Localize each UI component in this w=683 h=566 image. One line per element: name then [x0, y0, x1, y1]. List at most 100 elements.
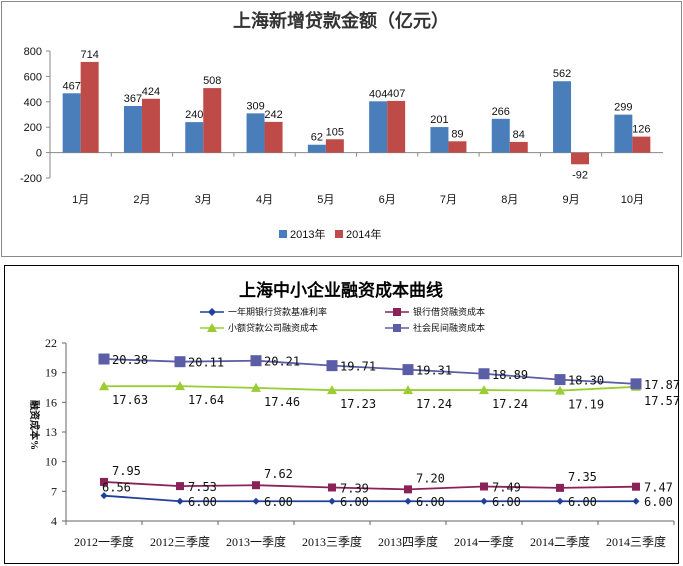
bar-2014年-3月: [203, 88, 222, 153]
legend-label-2014: 2014年: [346, 227, 381, 241]
series-line-社会民间融资成本: [103, 358, 637, 385]
data-label-小额贷款公司融资成本: 17.64: [188, 393, 224, 407]
chart1-x-ticks: 1月 2月 3月 4月 5月 6月 7月 8月 9月 10月: [72, 194, 644, 206]
chart1-title: 上海新增贷款金额（亿元）: [233, 10, 449, 31]
data-label-2014年-4月: 242: [264, 109, 282, 121]
chart1-x-tick-label: 5月: [317, 194, 334, 206]
marker-一年期银行贷款基准利率: [100, 492, 108, 500]
chart2-y-tick-label: 13: [45, 425, 57, 439]
marker-一年期银行贷款基准利率: [480, 497, 488, 505]
marker-社会民间融资成本: [402, 364, 414, 376]
chart1-y-tick-label: 400: [24, 97, 42, 109]
data-label-一年期银行贷款基准利率: 6.00: [188, 495, 217, 509]
chart2-x-tick-label: 2014三季度: [606, 534, 666, 549]
data-label-一年期银行贷款基准利率: 6.56: [102, 481, 131, 495]
bar-2013年-2月: [123, 105, 142, 153]
chart1-x-tick-label: 3月: [195, 194, 212, 206]
bar-2013年-7月: [430, 127, 449, 153]
data-label-一年期银行贷款基准利率: 6.00: [340, 495, 369, 509]
marker-小额贷款公司融资成本: [555, 385, 565, 395]
data-label-社会民间融资成本: 17.87: [644, 378, 680, 392]
data-label-一年期银行贷款基准利率: 6.00: [644, 495, 673, 509]
chart2-y-ticks: 22 19 16 13 10 7 4: [45, 336, 57, 528]
legend-label-2013: 2013年: [290, 227, 325, 241]
data-label-2014年-1月: 714: [80, 49, 98, 61]
chart1-x-tick-label: 7月: [440, 194, 457, 206]
bar-2014年-7月: [448, 141, 467, 153]
chart2-legend: 一年期银行贷款基准利率 银行借贷融资成本 小额贷款公司融资成本 社会民间融资成本: [200, 306, 485, 333]
data-label-2013年-9月: 562: [553, 68, 571, 80]
marker-小额贷款公司融资成本: [251, 382, 261, 392]
data-label-银行借贷融资成本: 7.39: [340, 481, 369, 495]
data-label-银行借贷融资成本: 7.20: [416, 471, 445, 485]
legend-marker-microloan-cost: [207, 323, 217, 332]
data-label-2013年-10月: 299: [614, 102, 632, 114]
marker-银行借贷融资成本: [632, 482, 640, 491]
data-label-社会民间融资成本: 20.38: [112, 353, 148, 367]
chart2-x-ticks: 2012一季度 2012三季度 2013一季度 2013三季度 2013四季度 2014一…: [74, 534, 666, 549]
bar-2013年-9月: [553, 81, 572, 153]
data-label-银行借贷融资成本: 7.35: [568, 470, 597, 484]
bar-2014年-1月: [80, 61, 99, 153]
data-label-2014年-6月: 407: [387, 88, 405, 100]
series-line-一年期银行贷款基准利率: [103, 494, 636, 503]
chart2-frame: [4, 265, 679, 564]
data-label-小额贷款公司融资成本: 17.46: [264, 395, 300, 409]
chart2-title: 上海中小企业融资成本曲线: [239, 280, 443, 300]
bar-2013年-4月: [246, 113, 265, 153]
chart2-y-tick-label: 7: [51, 484, 57, 498]
chart2-x-tick-label: 2012一季度: [74, 534, 134, 549]
chart2-x-tick-label: 2013三季度: [302, 534, 362, 549]
chart2-x-tick-label: 2014二季度: [530, 534, 590, 549]
data-label-银行借贷融资成本: 7.95: [112, 464, 141, 478]
data-label-银行借贷融资成本: 7.47: [644, 481, 673, 495]
data-label-社会民间融资成本: 18.30: [568, 374, 604, 388]
marker-银行借贷融资成本: [176, 482, 184, 491]
bar-2014年-9月: [571, 152, 590, 165]
data-label-社会民间融资成本: 20.11: [188, 356, 224, 370]
chart2-y-tick-label: 10: [45, 455, 57, 469]
data-label-2013年-8月: 266: [492, 106, 510, 118]
legend-label-bank-cost: 银行借贷融资成本: [413, 306, 485, 317]
chart1-legend: 2013年 2014年: [279, 227, 381, 241]
marker-小额贷款公司融资成本: [99, 381, 109, 391]
chart2-x-tick-label: 2012三季度: [150, 534, 210, 549]
data-label-银行借贷融资成本: 7.49: [492, 480, 521, 494]
marker-银行借贷融资成本: [100, 477, 108, 486]
data-label-2014年-7月: 89: [451, 128, 463, 140]
data-label-2014年-8月: 84: [513, 129, 525, 141]
chart2-y-tick-label: 16: [45, 395, 57, 409]
marker-社会民间融资成本: [554, 374, 566, 386]
legend-marker-bank-cost: [393, 308, 401, 316]
data-label-小额贷款公司融资成本: 17.24: [416, 397, 452, 411]
data-label-小额贷款公司融资成本: 17.23: [340, 397, 376, 411]
marker-银行借贷融资成本: [556, 483, 564, 492]
chart2-axes: [62, 342, 675, 525]
data-label-2014年-2月: 424: [142, 86, 160, 98]
chart1-y-tick-label: 200: [24, 122, 42, 134]
data-label-2014年-3月: 508: [203, 75, 221, 87]
marker-小额贷款公司融资成本: [479, 385, 489, 395]
marker-社会民间融资成本: [630, 378, 642, 390]
bar-2013年-5月: [307, 144, 326, 153]
chart1-y-tick-label: 800: [24, 46, 42, 58]
legend-label-base-rate: 一年期银行贷款基准利率: [228, 306, 327, 317]
chart2-x-tick-label: 2013一季度: [226, 534, 286, 549]
chart2-data-labels: 6.56 6.00 6.00 6.00 6.00 6.00 6.00 6.00 7.95 7.53…: [102, 353, 680, 509]
data-label-社会民间融资成本: 18.89: [492, 368, 528, 382]
data-label-银行借贷融资成本: 7.62: [264, 467, 293, 481]
legend-swatch-2014: [335, 230, 343, 238]
data-label-一年期银行贷款基准利率: 6.00: [264, 495, 293, 509]
chart1-y-ticks: 800 600 400 200 0 -200: [20, 46, 42, 185]
bar-2014年-2月: [141, 98, 160, 153]
data-label-一年期银行贷款基准利率: 6.00: [416, 495, 445, 509]
marker-一年期银行贷款基准利率: [328, 497, 336, 505]
chart1-x-tick-label: 9月: [562, 194, 579, 206]
bar-2013年-8月: [491, 118, 510, 153]
marker-社会民间融资成本: [326, 360, 338, 372]
data-label-社会民间融资成本: 19.31: [416, 364, 452, 378]
chart1-x-tick-label: 8月: [501, 194, 518, 206]
legend-swatch-2013: [279, 230, 287, 238]
data-label-2014年-10月: 126: [632, 124, 650, 136]
